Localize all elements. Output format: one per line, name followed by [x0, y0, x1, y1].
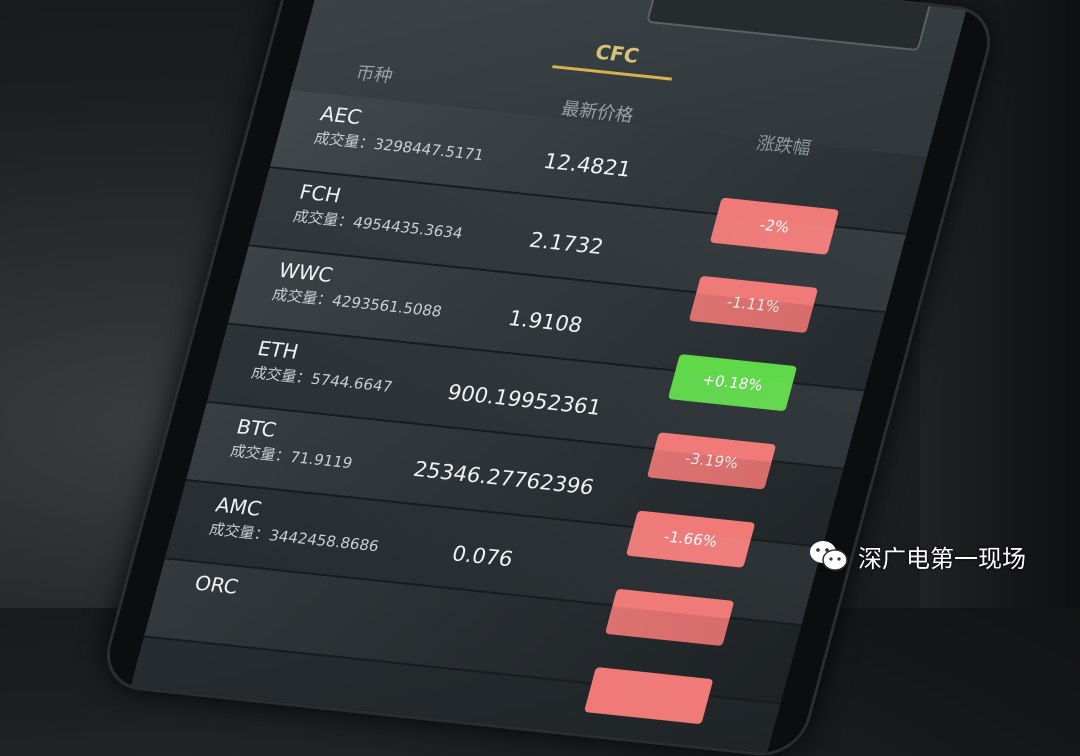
coin-price: 1.9108 — [505, 306, 586, 338]
volume-label: 成交量： — [270, 285, 335, 310]
volume-label: 成交量： — [312, 128, 377, 153]
volume-label: 成交量： — [228, 441, 293, 466]
coin-name: FCH — [296, 179, 344, 208]
coin-name: AMC — [213, 492, 265, 521]
volume-value: 5744.6647 — [308, 369, 395, 396]
volume-value: 71.9119 — [288, 448, 355, 473]
coin-volume: 成交量：71.9119 — [228, 440, 355, 473]
coin-volume: 成交量：3298447.5171 — [312, 127, 486, 165]
coin-price: 900.19952361 — [444, 380, 604, 420]
coin-name: ETH — [255, 336, 302, 364]
top-panel — [645, 0, 934, 52]
coin-name: ORC — [192, 570, 241, 599]
coin-price: 2.1732 — [526, 227, 607, 260]
volume-label: 成交量： — [249, 363, 314, 388]
volume-label: 成交量： — [291, 207, 356, 231]
phone: CFC 币种 最新价格 涨跌幅 AEC成交量：3298447.517112.48… — [100, 0, 997, 756]
volume-value: 3298447.5171 — [371, 135, 486, 165]
coin-name: BTC — [234, 414, 279, 442]
watermark: 深广电第一现场 — [808, 538, 1026, 574]
coin-name: WWC — [276, 257, 336, 287]
volume-value: 3442458.8686 — [267, 526, 381, 556]
coin-volume: 成交量：5744.6647 — [249, 362, 395, 397]
market-screen: CFC 币种 最新价格 涨跌幅 AEC成交量：3298447.517112.48… — [130, 0, 967, 754]
coin-price: 12.4821 — [540, 148, 634, 182]
change-badge[interactable] — [583, 666, 714, 725]
watermark-text: 深广电第一现场 — [858, 544, 1026, 573]
coin-name: AEC — [317, 101, 365, 130]
coin-volume: 成交量：4293561.5088 — [270, 283, 444, 321]
coin-price: 25346.27762396 — [410, 457, 597, 500]
volume-value: 4954435.3634 — [350, 213, 465, 243]
coin-volume: 成交量：3442458.8686 — [207, 518, 381, 556]
wechat-icon — [810, 541, 848, 571]
coin-price: 0.076 — [449, 541, 516, 572]
column-coin: 币种 — [353, 62, 395, 88]
coin-volume: 成交量：4954435.3634 — [291, 205, 465, 243]
volume-value: 4293561.5088 — [329, 291, 444, 321]
volume-label: 成交量： — [207, 519, 272, 544]
